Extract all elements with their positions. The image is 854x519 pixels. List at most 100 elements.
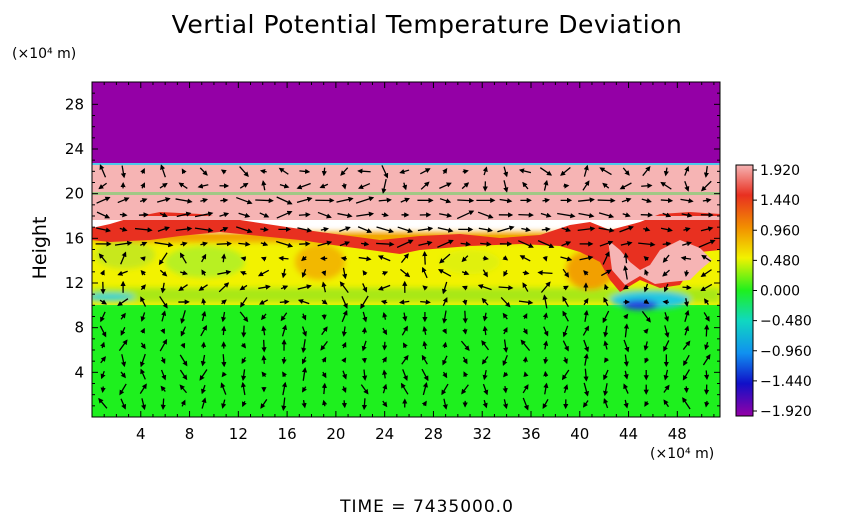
wind-arrow bbox=[441, 281, 448, 295]
wind-arrow bbox=[478, 227, 493, 233]
wind-arrow bbox=[482, 255, 489, 261]
wind-arrow bbox=[523, 371, 529, 378]
wind-arrow bbox=[100, 386, 106, 393]
wind-arrow bbox=[140, 327, 145, 334]
wind-arrow bbox=[480, 241, 492, 247]
wind-arrow bbox=[200, 241, 208, 247]
wind-arrow bbox=[684, 309, 690, 323]
band-cyan-line bbox=[92, 163, 720, 166]
wind-arrow bbox=[599, 167, 612, 176]
wind-arrow bbox=[120, 398, 127, 410]
wind-arrow bbox=[119, 383, 127, 396]
wind-arrow bbox=[460, 340, 470, 351]
wind-arrow bbox=[276, 240, 294, 248]
wind-arrow bbox=[119, 226, 128, 232]
time-label: TIME = 7435000.0 bbox=[340, 497, 514, 517]
wind-arrow bbox=[241, 356, 247, 364]
wind-arrow bbox=[621, 197, 632, 203]
wind-arrow bbox=[320, 226, 329, 233]
wind-arrow bbox=[317, 240, 333, 247]
wind-arrow bbox=[698, 239, 716, 248]
wind-arrow bbox=[280, 285, 289, 291]
wind-arrow bbox=[482, 312, 488, 322]
wind-arrow bbox=[221, 325, 227, 336]
wind-arrow bbox=[160, 398, 166, 410]
wind-arrow bbox=[482, 383, 489, 396]
wind-arrow bbox=[219, 227, 229, 232]
wind-arrow bbox=[239, 284, 248, 291]
wind-arrow bbox=[341, 326, 347, 337]
wind-arrow bbox=[437, 239, 454, 248]
wind-arrow bbox=[260, 226, 269, 232]
wind-arrow bbox=[201, 310, 207, 322]
wind-arrow bbox=[398, 299, 410, 305]
wind-arrow bbox=[603, 340, 609, 350]
wind-arrow bbox=[704, 324, 710, 337]
wind-arrow bbox=[179, 384, 188, 394]
wind-arrow bbox=[340, 256, 348, 262]
wind-arrow bbox=[542, 399, 549, 409]
colorbar-label: −1.920 bbox=[760, 404, 812, 420]
wind-arrow bbox=[118, 339, 128, 352]
wind-arrow bbox=[439, 253, 451, 264]
wind-arrow bbox=[341, 386, 347, 394]
wind-arrow bbox=[439, 198, 452, 204]
wind-arrow bbox=[276, 196, 293, 205]
y-axis-unit: (×10⁴ m) bbox=[12, 46, 77, 62]
wind-arrow bbox=[522, 397, 529, 411]
wind-arrow bbox=[583, 339, 589, 353]
wind-arrow bbox=[683, 354, 690, 367]
wind-arrow bbox=[240, 256, 247, 262]
wind-arrow bbox=[117, 298, 129, 306]
wind-arrow bbox=[341, 357, 347, 364]
wind-arrow bbox=[402, 369, 408, 382]
wind-arrow bbox=[296, 182, 311, 190]
wind-arrow bbox=[382, 271, 389, 276]
wind-arrow bbox=[342, 267, 348, 280]
wind-arrow bbox=[297, 284, 312, 290]
wind-arrow bbox=[361, 340, 367, 352]
wind-arrow bbox=[623, 354, 629, 367]
wind-arrow bbox=[221, 399, 227, 409]
wind-arrow bbox=[238, 212, 251, 218]
wind-arrow bbox=[421, 368, 429, 382]
wind-arrow bbox=[299, 241, 311, 247]
wind-arrow bbox=[623, 339, 630, 353]
wind-arrow bbox=[684, 325, 690, 336]
wind-arrow bbox=[497, 225, 515, 233]
wind-arrow bbox=[119, 212, 128, 218]
wind-arrow bbox=[179, 369, 188, 381]
wind-arrow bbox=[100, 341, 106, 349]
wind-arrow bbox=[503, 180, 509, 193]
wind-arrow bbox=[281, 381, 288, 396]
wind-arrow bbox=[260, 256, 267, 262]
wind-arrow bbox=[382, 327, 388, 336]
wind-arrow bbox=[98, 182, 107, 190]
wind-arrow bbox=[422, 326, 428, 335]
wind-arrow bbox=[301, 386, 307, 393]
wind-arrow bbox=[402, 342, 408, 349]
wind-arrow bbox=[577, 226, 596, 232]
wind-arrow bbox=[499, 198, 513, 204]
wind-arrow bbox=[519, 255, 531, 262]
wind-arrow bbox=[361, 357, 367, 364]
wind-arrow bbox=[278, 167, 289, 175]
wind-arrow bbox=[562, 296, 569, 308]
wind-arrow bbox=[582, 325, 589, 336]
wind-arrow bbox=[522, 282, 529, 292]
wind-arrow bbox=[702, 197, 712, 203]
y-tick-label: 28 bbox=[65, 95, 84, 113]
wind-arrow bbox=[159, 269, 168, 277]
wind-arrow bbox=[684, 165, 690, 176]
wind-arrow bbox=[180, 399, 186, 407]
wind-arrow bbox=[261, 354, 267, 364]
wind-arrow bbox=[396, 239, 414, 249]
wind-arrow bbox=[139, 383, 147, 394]
wind-arrow bbox=[178, 284, 188, 292]
wind-arrow bbox=[557, 212, 576, 219]
wind-arrow bbox=[139, 256, 146, 262]
wind-arrow bbox=[297, 299, 310, 305]
wind-arrow bbox=[96, 227, 112, 233]
wind-arrow bbox=[603, 296, 609, 307]
wind-arrow bbox=[598, 227, 615, 233]
